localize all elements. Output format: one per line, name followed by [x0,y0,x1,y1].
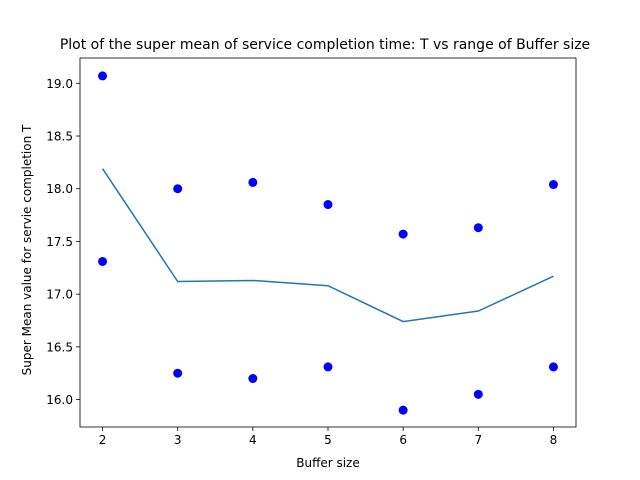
x-tick-label: 4 [249,433,257,447]
y-tick-label: 17.5 [46,235,73,249]
scatter-point [173,368,183,378]
scatter-point [98,71,108,81]
scatter-point [248,374,258,384]
x-axis-title: Buffer size [296,456,360,470]
y-tick-label: 19.0 [46,77,73,91]
scatter-point [248,177,258,187]
x-tick-label: 5 [324,433,332,447]
x-tick-label: 8 [550,433,558,447]
scatter-point [548,362,558,372]
x-tick-label: 3 [174,433,182,447]
y-tick-label: 16.5 [46,340,73,354]
y-axis-title: Super Mean value for servie completion T [20,124,34,375]
scatter-point [548,180,558,190]
plot-frame [79,57,577,428]
scatter-point [473,389,483,399]
y-tick-label: 16.0 [46,393,73,407]
y-tick-label: 17.0 [46,288,73,302]
scatter-point [323,362,333,372]
y-tick-label: 18.0 [46,182,73,196]
scatter-point [398,405,408,415]
scatter-point [98,256,108,266]
scatter-point [173,184,183,194]
x-tick-label: 6 [399,433,407,447]
y-axis: 16.0 16.5 17.0 17.5 18.0 18.5 19.0 [46,77,80,407]
mean-line [101,168,554,323]
scatter-point [323,200,333,210]
scatter-point [473,223,483,233]
chart-title: Plot of the super mean of service comple… [60,37,590,53]
y-tick-label: 18.5 [46,130,73,144]
x-tick-label: 2 [99,433,107,447]
scatter-point [398,229,408,239]
x-axis: 2 3 4 5 6 7 8 [99,427,558,447]
x-tick-label: 7 [474,433,482,447]
plot-area [98,71,558,415]
